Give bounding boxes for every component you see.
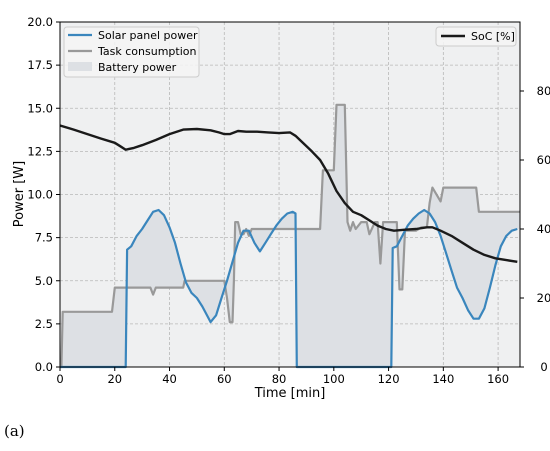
y-axis-title: Power [W] [12,161,27,227]
x-axis-title: Time [min] [254,386,326,401]
x-tick-label: 0 [56,372,63,386]
y-tick-label: 17.5 [27,58,53,72]
legend-right: SoC [%] [435,26,517,47]
figure-caption: (a) [4,422,25,440]
soc-line [59,124,518,263]
x-tick-label: 160 [487,372,509,386]
x-tick-label: 140 [432,372,454,386]
y-tick-label: 2.5 [35,317,53,331]
y-tick-label: 5.0 [35,274,53,288]
x-tick-label: 100 [323,372,345,386]
y-tick-label: 7.5 [35,231,53,245]
axis-ticks: 0 20 40 60 80 100 120 140 160 0.0 2.5 5.0 7.5 10.0 12.… [27,15,550,386]
y-tick-label: 15.0 [27,101,53,115]
power-soc-chart: 0 20 40 60 80 100 120 140 160 0.0 2.5 5.0 7.5 10.0 12.… [12,15,550,401]
y2-tick-label: 80 [537,84,550,98]
legend-battery-label: Battery power [98,61,177,74]
y-tick-label: 20.0 [27,15,53,29]
legend-battery-swatch [68,62,92,71]
y2-tick-label: 20 [537,291,550,305]
legend-task-label: Task consumption [97,45,196,58]
x-tick-label: 80 [272,372,287,386]
y-tick-label: 0.0 [35,360,53,374]
task-consumption-line [60,103,520,369]
y2-tick-label: 40 [537,222,550,236]
x-tick-label: 40 [162,372,177,386]
y-tick-label: 10.0 [27,188,53,202]
legend-left-box [63,26,200,78]
legend-right-box [435,26,517,47]
x-tick-label: 20 [107,372,122,386]
legend-soc-label: SoC [%] [471,30,515,43]
legend-solar-label: Solar panel power [98,29,198,42]
y2-tick-label: 60 [537,153,550,167]
y2-tick-label: 0 [540,360,547,374]
x-tick-label: 120 [378,372,400,386]
battery-power-area [60,104,520,368]
y-tick-label: 12.5 [27,144,53,158]
legend-left: Solar panel power Task consumption Batte… [63,26,200,78]
x-tick-label: 60 [217,372,232,386]
solar-panel-power-line [60,208,518,369]
